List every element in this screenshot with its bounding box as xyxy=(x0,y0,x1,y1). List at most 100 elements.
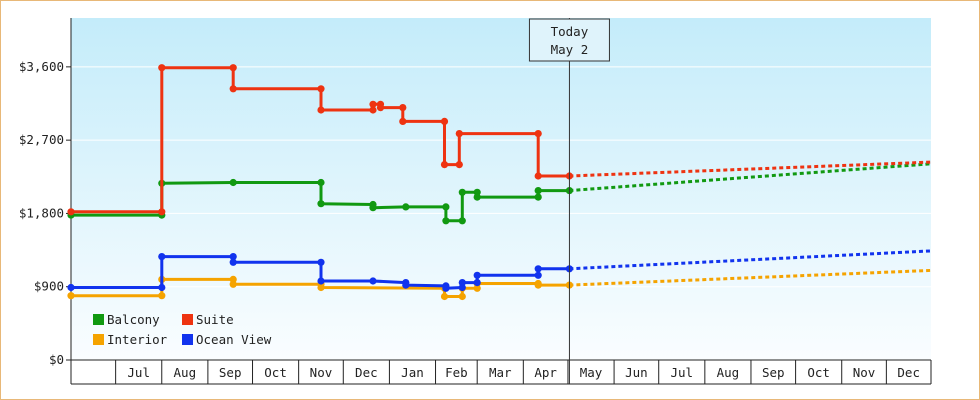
data-point xyxy=(440,292,449,301)
data-point xyxy=(317,106,325,114)
data-point xyxy=(369,277,377,285)
plot-background xyxy=(71,18,931,360)
y-tick-label: $2,700 xyxy=(19,132,64,147)
data-point xyxy=(67,208,75,216)
data-point xyxy=(402,281,410,289)
x-tick-label: Nov xyxy=(310,365,333,380)
data-point xyxy=(317,283,325,292)
data-point xyxy=(317,277,325,285)
x-tick-label: Jan xyxy=(401,365,424,380)
x-tick-label: Sep xyxy=(762,365,785,380)
data-point xyxy=(534,187,542,195)
x-tick-label: Apr xyxy=(534,365,557,380)
data-point xyxy=(229,280,237,288)
data-point xyxy=(369,100,377,108)
data-point xyxy=(67,283,75,292)
data-point xyxy=(229,253,237,261)
legend-swatch-ocean-view xyxy=(182,334,193,345)
legend-label-ocean-view: Ocean View xyxy=(196,332,272,347)
data-point xyxy=(458,279,466,287)
y-tick-label: $0 xyxy=(49,352,64,367)
data-point xyxy=(67,292,75,300)
today-date: May 2 xyxy=(551,42,589,57)
legend-swatch-suite xyxy=(182,314,193,325)
forecast-line-ocean-view xyxy=(569,249,932,271)
data-point xyxy=(158,283,166,292)
x-tick-label: May xyxy=(580,365,603,380)
x-tick-label: Jul xyxy=(670,365,693,380)
axes xyxy=(70,18,931,361)
series-lines xyxy=(67,64,932,301)
data-point xyxy=(317,85,325,93)
forecast-line-suite xyxy=(569,160,932,178)
x-tick-label: Jun xyxy=(625,365,648,380)
data-point xyxy=(317,178,325,187)
data-point xyxy=(229,64,237,72)
legend-label-interior: Interior xyxy=(107,332,168,347)
data-point xyxy=(473,271,481,279)
data-point xyxy=(442,203,450,211)
y-gridlines xyxy=(71,66,931,288)
legend-label-suite: Suite xyxy=(196,312,234,327)
data-point xyxy=(158,292,166,300)
x-tick-label: Oct xyxy=(264,365,287,380)
y-tick-label: $3,600 xyxy=(19,59,64,74)
data-point xyxy=(369,204,377,212)
data-point xyxy=(158,208,166,216)
legend-swatch-balcony xyxy=(93,314,104,325)
x-tick-label: Nov xyxy=(853,365,876,380)
data-point xyxy=(534,172,542,180)
data-point xyxy=(473,279,481,287)
data-point xyxy=(317,200,325,208)
data-point xyxy=(229,178,237,187)
data-point xyxy=(455,130,463,138)
x-tick-label: Jul xyxy=(127,365,150,380)
data-point xyxy=(458,292,466,301)
data-point xyxy=(458,188,466,196)
data-point xyxy=(158,64,166,72)
data-point xyxy=(534,193,542,201)
x-tick-label: Aug xyxy=(174,365,197,380)
x-tick-label: Feb xyxy=(445,365,468,380)
data-point xyxy=(440,161,449,169)
data-point xyxy=(440,117,449,125)
x-tick-label: Oct xyxy=(807,365,830,380)
data-point xyxy=(317,258,325,266)
today-marker: Today May 2 xyxy=(528,18,610,384)
data-point xyxy=(376,104,385,112)
series-suite xyxy=(67,64,932,216)
x-tick-label: Dec xyxy=(897,365,920,380)
today-box xyxy=(528,18,610,62)
x-tick-label: Aug xyxy=(717,365,740,380)
data-point xyxy=(399,117,407,125)
data-point xyxy=(229,85,237,93)
legend-swatch-interior xyxy=(93,334,104,345)
forecast-line-balcony xyxy=(569,162,932,193)
data-point xyxy=(442,217,450,225)
data-point xyxy=(455,161,463,169)
data-point xyxy=(229,258,237,266)
series-line-balcony xyxy=(71,181,570,223)
y-tick-label: $900 xyxy=(34,279,64,294)
x-tick-label: Mar xyxy=(489,365,512,380)
data-point xyxy=(399,104,407,112)
series-line-interior xyxy=(71,277,570,298)
y-axis: $0 $900 $1,800 $2,700 $3,600 xyxy=(19,59,71,367)
data-point xyxy=(534,265,542,273)
x-tick-label: Dec xyxy=(355,365,378,380)
legend: Balcony Suite Interior Ocean View xyxy=(93,312,272,347)
data-point xyxy=(158,253,166,261)
today-label: Today xyxy=(551,24,589,39)
data-point xyxy=(458,217,466,225)
data-point xyxy=(402,203,410,211)
data-point xyxy=(473,193,481,201)
data-point xyxy=(369,106,377,114)
data-point xyxy=(534,130,542,138)
data-point xyxy=(534,271,542,279)
legend-label-balcony: Balcony xyxy=(107,312,160,327)
series-ocean-view xyxy=(67,249,932,292)
x-axis: Jul Aug Sep Oct Nov Dec Jan Feb Mar Apr May Jun Jul A… xyxy=(70,360,932,385)
y-tick-label: $1,800 xyxy=(19,205,64,220)
data-point xyxy=(534,281,542,289)
